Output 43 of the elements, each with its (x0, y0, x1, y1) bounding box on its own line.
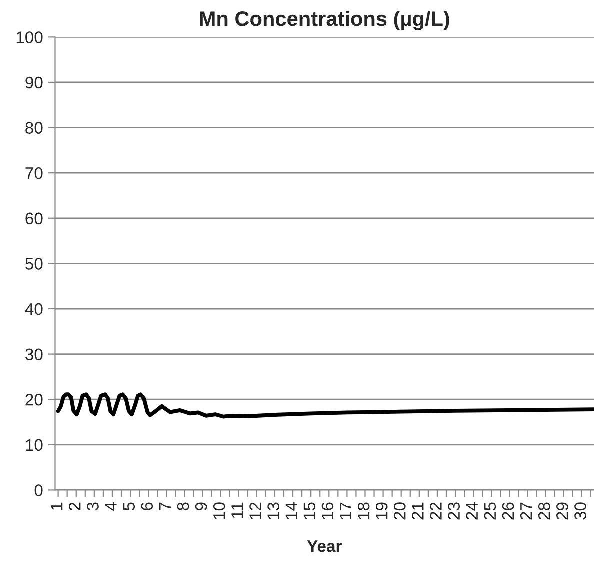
x-tick-label: 6 (141, 502, 154, 510)
y-tick-label: 50 (26, 258, 43, 270)
x-tick-label: 27 (520, 502, 532, 520)
x-tick-label: 2 (69, 502, 81, 510)
x-tick-label: 4 (105, 502, 117, 511)
x-tick-label: 14 (286, 502, 298, 520)
x-tick-label: 20 (394, 502, 406, 520)
x-tick-label: 30 (574, 502, 586, 520)
y-tick-label: 60 (26, 212, 43, 225)
y-tick-label: 90 (26, 76, 43, 89)
y-tick-label: 0 (34, 484, 43, 496)
x-tick-label: 28 (538, 502, 550, 520)
x-tick-label: 24 (466, 502, 478, 520)
x-tick-label: 5 (123, 502, 136, 511)
y-tick-label: 100 (16, 32, 43, 44)
x-tick-label: 9 (195, 502, 208, 510)
x-tick-label: 19 (376, 502, 388, 520)
y-tick-label: 10 (26, 439, 43, 452)
x-axis-title: Year (307, 540, 342, 552)
x-tick-label: 15 (304, 502, 316, 520)
y-tick-label: 20 (26, 394, 43, 406)
chart-title: Mn Concentrations (µg/L) (200, 10, 450, 30)
y-tick-label: 40 (25, 303, 43, 316)
x-tick-label: 18 (358, 502, 370, 520)
x-tick-label: 7 (159, 502, 171, 510)
x-tick-label: 16 (322, 502, 334, 520)
x-tick-label: 8 (177, 502, 190, 511)
x-tick-label: 13 (268, 502, 280, 520)
x-tick-label: 11 (232, 502, 244, 518)
x-tick-label: 26 (502, 502, 514, 520)
x-tick-label: 12 (250, 502, 262, 520)
x-tick-label: 22 (430, 502, 442, 520)
x-tick-label: 10 (213, 502, 226, 520)
x-tick-label: 17 (340, 502, 352, 520)
x-tick-label: 1 (51, 502, 63, 510)
y-tick-label: 70 (26, 167, 43, 180)
x-tick-label: 25 (484, 502, 496, 520)
y-tick-label: 30 (26, 348, 43, 360)
x-tick-label: 3 (87, 502, 99, 511)
x-tick-label: 21 (412, 502, 424, 520)
x-tick-label: 29 (556, 502, 568, 520)
y-tick-label: 80 (26, 122, 43, 134)
x-tick-label: 23 (448, 502, 460, 520)
